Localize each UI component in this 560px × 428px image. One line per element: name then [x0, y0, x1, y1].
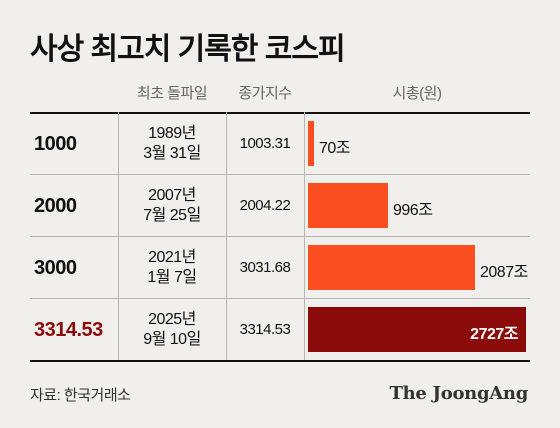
breakthrough-date: 2025년 9월 10일	[118, 310, 226, 350]
market-cap-bar-highlight	[308, 307, 526, 352]
closing-index-value: 1003.31	[239, 135, 291, 152]
market-cap-label: 996조	[393, 201, 433, 219]
column-header-first-breakthrough: 최초 돌파일	[136, 85, 208, 102]
column-header-index: 종가지수	[238, 85, 292, 102]
closing-index-value: 3314.53	[239, 321, 291, 338]
table-top-rule	[30, 112, 530, 114]
breakthrough-year: 2007년	[148, 187, 196, 204]
breakthrough-year: 2021년	[148, 249, 196, 266]
closing-index-value: 3031.68	[239, 259, 291, 276]
publisher-logo: The JoongAng	[389, 383, 529, 404]
column-divider	[226, 112, 227, 360]
market-cap-bar	[308, 183, 388, 228]
kospi-level-label: 3000	[34, 257, 77, 279]
table-bottom-rule	[30, 360, 530, 362]
kospi-level-label-highlight: 3314.53	[34, 319, 103, 341]
chart-title: 사상 최고치 기록한 코스피	[30, 33, 346, 66]
breakthrough-year: 1989년	[148, 125, 196, 142]
breakthrough-date: 1989년 3월 31일	[118, 124, 226, 164]
closing-index-value: 2004.22	[239, 197, 291, 214]
market-cap-label: 70조	[319, 139, 351, 157]
breakthrough-date: 2007년 7월 25일	[118, 186, 226, 226]
breakthrough-month-day: 7월 25일	[143, 207, 201, 224]
market-cap-bar	[308, 121, 314, 166]
kospi-level-label: 1000	[34, 133, 77, 155]
row-divider	[30, 174, 530, 175]
market-cap-label: 2087조	[480, 263, 528, 281]
breakthrough-month-day: 1월 7일	[147, 269, 197, 286]
column-divider	[304, 112, 305, 360]
breakthrough-year: 2025년	[148, 311, 196, 328]
breakthrough-month-day: 3월 31일	[143, 145, 201, 162]
column-divider	[118, 112, 119, 360]
kospi-level-label: 2000	[34, 195, 77, 217]
market-cap-label: 2727조	[470, 325, 518, 343]
breakthrough-month-day: 9월 10일	[143, 331, 201, 348]
row-divider	[30, 236, 530, 237]
column-header-market-cap: 시총(원)	[392, 85, 442, 102]
source-note: 자료: 한국거래소	[30, 387, 131, 404]
market-cap-bar	[308, 245, 475, 290]
row-divider	[30, 298, 530, 299]
breakthrough-date: 2021년 1월 7일	[118, 248, 226, 288]
